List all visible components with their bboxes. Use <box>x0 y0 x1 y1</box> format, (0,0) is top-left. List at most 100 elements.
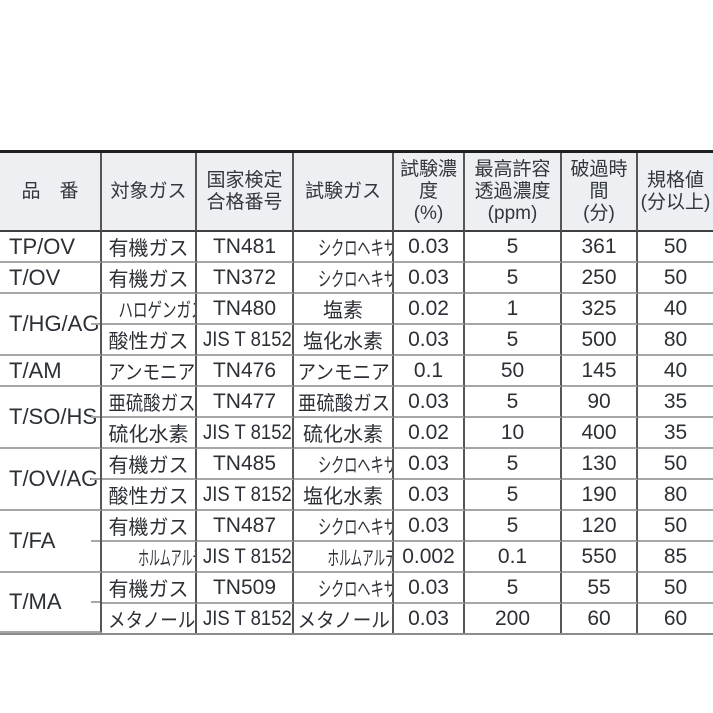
header-part-no-label: 品 番 <box>21 180 79 202</box>
max-permissible-text: 5 <box>506 513 519 537</box>
table-row: T/OV/AG 有機ガス TN485 シクロヘキサン 0.03 5 130 50 <box>0 449 713 511</box>
standard-value-text: 40 <box>663 296 688 320</box>
cell-breakthrough-time: 500 <box>562 325 638 356</box>
max-permissible-text: 5 <box>506 482 519 506</box>
test-concentration-text: 0.03 <box>408 451 449 475</box>
header-standard-value-label: 規格値 (分以上) <box>640 169 711 213</box>
test-concentration-text: 0.02 <box>408 420 449 444</box>
cell-breakthrough-time: 60 <box>562 604 638 633</box>
cell-certification-no: JIS T 8152 <box>197 604 294 633</box>
cell-target-gas: 酸性ガス <box>102 325 197 356</box>
header-max-permissible-label: 最高許容 透過濃度 (ppm) <box>474 158 551 224</box>
test-concentration-text: 0.1 <box>413 358 444 382</box>
target-gas-text: 有機ガス <box>108 579 189 601</box>
cell-target-gas: 有機ガス <box>102 232 197 263</box>
breakthrough-time-text: 325 <box>581 296 617 320</box>
certification-no-text: TN509 <box>212 575 277 599</box>
certification-no-text: TN485 <box>212 451 277 475</box>
cell-max-permissible: 1 <box>465 294 562 325</box>
certification-no-text: TN477 <box>212 389 277 413</box>
test-gas-text: 塩素 <box>323 300 363 322</box>
standard-value-text: 50 <box>663 234 688 258</box>
cell-test-concentration: 0.02 <box>394 294 465 325</box>
cell-test-gas: アンモニア <box>294 356 394 387</box>
part-no-text: T/AM <box>9 357 62 383</box>
header-certification-no-label: 国家検定 合格番号 <box>206 169 283 213</box>
certification-no-text: JIS T 8152 <box>202 482 292 506</box>
certification-no-text: JIS T 8152 <box>202 327 292 351</box>
cell-part-no: T/HG/AG <box>0 294 102 356</box>
cell-standard-value: 50 <box>638 511 713 542</box>
certification-no-text: TN372 <box>212 265 277 289</box>
cell-certification-no: JIS T 8152 <box>197 418 294 449</box>
target-gas-text: ハロゲンガス <box>118 300 197 322</box>
cell-target-gas: 酸性ガス <box>102 480 197 511</box>
target-gas-text: メタノール <box>108 610 196 632</box>
table-row: T/AM アンモニア TN476 アンモニア 0.1 50 145 40 <box>0 356 713 387</box>
table-row: ホルムアルデヒド JIS T 8152 ホルムアルデヒド 0.002 0.1 5… <box>0 542 713 573</box>
test-gas-text: 塩化水素 <box>303 331 383 353</box>
cell-test-concentration: 0.03 <box>394 511 465 542</box>
cell-part-no: T/OV <box>0 263 102 294</box>
breakthrough-time-text: 130 <box>581 451 617 475</box>
test-gas-text: ホルムアルデヒド <box>327 548 392 570</box>
header-test-gas-label: 試験ガス <box>304 180 381 202</box>
table-row: T/HG/AG ハロゲンガス TN480 塩素 0.02 1 325 40 <box>0 294 713 356</box>
table-row: T/OV 有機ガス TN372 シクロヘキサン 0.03 5 250 50 <box>0 263 713 294</box>
cell-breakthrough-time: 55 <box>562 573 638 604</box>
standard-value-text: 80 <box>663 482 688 506</box>
max-permissible-text: 10 <box>500 420 525 444</box>
header-standard-value: 規格値 (分以上) <box>638 153 713 232</box>
test-concentration-text: 0.03 <box>408 513 449 537</box>
breakthrough-time-text: 400 <box>581 420 617 444</box>
certification-no-text: TN480 <box>212 296 277 320</box>
header-target-gas-label: 対象ガス <box>110 180 187 202</box>
standard-value-text: 50 <box>663 451 688 475</box>
breakthrough-time-text: 120 <box>581 513 617 537</box>
cell-test-concentration: 0.03 <box>394 573 465 604</box>
breakthrough-time-text: 60 <box>587 606 611 630</box>
cell-standard-value: 80 <box>638 480 713 511</box>
cell-target-gas: ハロゲンガス <box>102 294 197 325</box>
cell-standard-value: 35 <box>638 387 713 418</box>
standard-value-text: 35 <box>663 389 688 413</box>
breakthrough-time-text: 145 <box>581 358 617 382</box>
cell-target-gas: 有機ガス <box>102 511 197 542</box>
cell-breakthrough-time: 145 <box>562 356 638 387</box>
target-gas-text: アンモニア <box>108 362 196 384</box>
cell-test-gas: シクロヘキサン <box>294 232 394 263</box>
header-test-concentration-label: 試験濃度 (%) <box>399 158 457 224</box>
test-concentration-text: 0.002 <box>402 544 455 568</box>
table-row: T/MA 有機ガス TN509 シクロヘキサン 0.03 5 55 50 <box>0 573 713 633</box>
test-concentration-text: 0.03 <box>408 389 449 413</box>
cell-target-gas: 硫化水素 <box>102 418 197 449</box>
part-no-text: T/MA <box>9 589 62 614</box>
breakthrough-time-text: 550 <box>581 544 617 568</box>
standard-value-text: 35 <box>663 420 688 444</box>
max-permissible-text: 50 <box>500 358 525 382</box>
cell-test-gas: シクロヘキサン <box>294 263 394 294</box>
cell-test-concentration: 0.03 <box>394 263 465 294</box>
header-test-gas: 試験ガス <box>294 153 394 232</box>
cell-test-gas: メタノール <box>294 604 394 633</box>
cell-test-gas: 塩素 <box>294 294 394 325</box>
test-gas-text: 亜硫酸ガス <box>298 393 390 415</box>
cell-breakthrough-time: 325 <box>562 294 638 325</box>
standard-value-text: 50 <box>663 513 688 537</box>
cell-breakthrough-time: 130 <box>562 449 638 480</box>
cell-max-permissible: 5 <box>465 449 562 480</box>
header-certification-no: 国家検定 合格番号 <box>197 153 294 232</box>
test-gas-text: シクロヘキサン <box>318 517 392 539</box>
cell-standard-value: 40 <box>638 356 713 387</box>
cell-max-permissible: 5 <box>465 325 562 356</box>
cell-certification-no: TN509 <box>197 573 294 604</box>
test-concentration-text: 0.03 <box>408 606 449 630</box>
part-no-text: T/OV <box>9 264 61 290</box>
cell-certification-no: TN477 <box>197 387 294 418</box>
test-gas-text: アンモニア <box>297 362 390 384</box>
header-breakthrough-time-label: 破過時間 (分) <box>570 158 628 224</box>
breakthrough-time-text: 190 <box>581 482 617 506</box>
part-no-text: TP/OV <box>9 233 76 259</box>
header-part-no: 品 番 <box>0 153 102 232</box>
